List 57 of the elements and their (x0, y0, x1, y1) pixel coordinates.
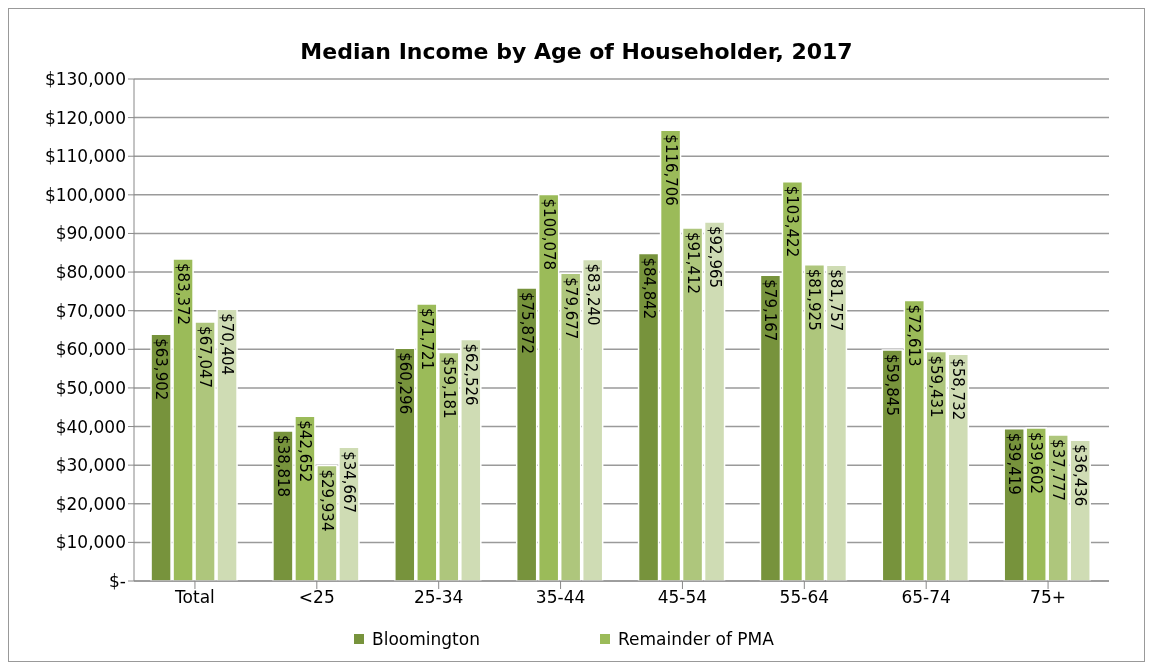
data-label: $62,526 (461, 343, 480, 406)
data-label: $72,613 (905, 304, 924, 367)
y-tick-label: $50,000 (55, 377, 126, 398)
x-tick-label: 65-74 (901, 587, 951, 608)
data-label: $42,652 (295, 420, 314, 483)
y-tick-label: $110,000 (44, 146, 126, 167)
data-label: $67,047 (196, 326, 215, 389)
x-tick-label: <25 (298, 587, 335, 608)
x-tick-label: Total (174, 587, 215, 608)
data-label: $83,372 (174, 263, 193, 326)
data-label: $79,677 (561, 277, 580, 340)
y-tick-label: $20,000 (55, 493, 126, 514)
x-tick-label: 45-54 (657, 587, 708, 608)
data-label: $36,436 (1071, 444, 1090, 507)
y-tick-label: $60,000 (55, 339, 126, 360)
data-label: $84,842 (639, 257, 658, 320)
y-tick-label: $40,000 (55, 416, 126, 437)
data-label: $100,078 (539, 198, 558, 271)
x-tick-label: 35-44 (535, 587, 586, 608)
data-label: $83,240 (583, 263, 602, 326)
data-label: $75,872 (517, 292, 536, 355)
y-tick-label: $30,000 (55, 455, 126, 476)
chart-title: Median Income by Age of Householder, 2017 (299, 39, 854, 66)
data-label: $71,721 (417, 308, 436, 371)
y-tick-label: $100,000 (44, 184, 126, 205)
y-tick-label: $10,000 (55, 532, 126, 553)
data-label: $58,732 (949, 358, 968, 421)
y-tick-label: $90,000 (55, 223, 126, 244)
legend-label: Remainder of PMA (616, 629, 774, 649)
x-tick-label: 55-64 (779, 587, 830, 608)
data-label: $34,667 (339, 451, 358, 514)
y-tick-label: $130,000 (44, 69, 126, 90)
data-label: $39,602 (1027, 432, 1046, 495)
data-label: $59,431 (927, 355, 946, 418)
y-tick-label: $120,000 (44, 107, 126, 128)
data-label: $103,422 (783, 185, 802, 258)
y-tick-label: $80,000 (55, 262, 126, 283)
y-tick-label: $70,000 (55, 300, 126, 321)
data-label: $92,965 (705, 226, 724, 289)
data-label: $39,419 (1005, 432, 1024, 495)
x-tick-label: 75+ (1030, 587, 1067, 608)
data-label: $37,777 (1049, 439, 1068, 502)
data-label: $79,167 (761, 279, 780, 342)
data-label: $60,296 (395, 352, 414, 415)
data-label: $59,181 (439, 356, 458, 419)
data-label: $91,412 (683, 232, 702, 295)
data-label: $116,706 (661, 134, 680, 206)
data-label: $59,845 (883, 353, 902, 416)
data-label: $81,925 (805, 268, 824, 331)
y-tick-label: $- (109, 571, 126, 592)
data-label: $38,818 (273, 435, 292, 498)
legend-label: Bloomington (371, 629, 480, 649)
data-label: $29,934 (317, 469, 336, 532)
x-tick-label: 25-34 (413, 587, 464, 608)
data-label: $81,757 (827, 269, 846, 332)
data-label: $63,902 (152, 338, 171, 401)
data-label: $70,404 (218, 313, 237, 376)
